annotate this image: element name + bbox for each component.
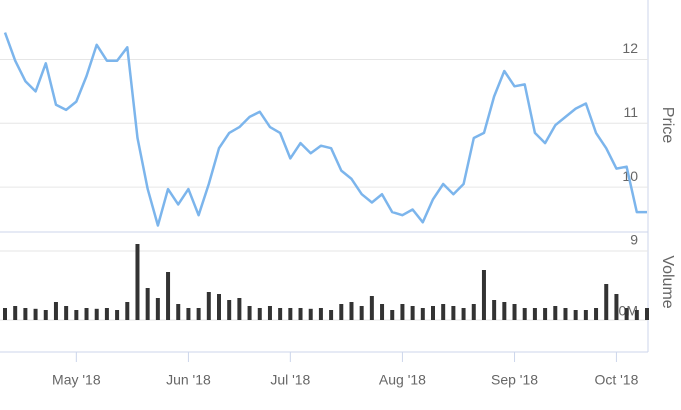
volume-bar	[166, 272, 171, 320]
volume-bar	[135, 244, 140, 320]
volume-bar	[247, 306, 252, 320]
y2-axis-title: Volume	[659, 255, 676, 308]
volume-bar	[308, 308, 313, 320]
volume-bar	[318, 308, 323, 320]
volume-bar	[512, 304, 517, 320]
volume-bar	[84, 308, 89, 320]
volume-bar	[624, 308, 629, 320]
volume-bar	[33, 308, 38, 320]
volume-bar	[431, 306, 435, 320]
volume-bar	[74, 310, 79, 320]
volume-bar	[3, 308, 7, 320]
volume-bar	[237, 298, 242, 320]
x-tick-label: Jul '18	[270, 372, 310, 388]
volume-bar	[410, 306, 415, 320]
volume-bar	[553, 306, 558, 320]
y-tick-label: 10	[622, 168, 638, 184]
volume-bar	[502, 302, 507, 320]
volume-bar	[125, 302, 130, 320]
volume-bar	[390, 310, 395, 320]
volume-bar	[257, 308, 262, 320]
volume-bar	[217, 294, 221, 320]
x-tick-label: May '18	[52, 372, 101, 388]
volume-bar	[634, 310, 639, 320]
volume-bar	[227, 300, 232, 320]
volume-bar	[104, 308, 109, 320]
x-tick-label: Sep '18	[491, 372, 538, 388]
x-tick-label: Jun '18	[166, 372, 211, 388]
volume-bar	[359, 306, 364, 320]
y-tick-label: 11	[623, 104, 638, 120]
volume-bar	[522, 308, 527, 320]
y-tick-label: 12	[622, 40, 638, 56]
volume-bar	[461, 308, 466, 320]
volume-bar	[43, 310, 48, 320]
x-tick-label: Aug '18	[379, 372, 426, 388]
volume-bar	[267, 306, 272, 320]
volume-bar	[481, 270, 486, 320]
volume-bar	[329, 310, 334, 320]
volume-bar	[349, 302, 354, 320]
volume-bar	[115, 310, 120, 320]
volume-bar	[614, 294, 619, 320]
volume-bar	[400, 304, 405, 320]
volume-bar	[380, 304, 385, 320]
volume-bar	[288, 308, 293, 320]
volume-bar	[492, 300, 497, 320]
volume-bar	[278, 308, 283, 320]
volume-bar	[94, 308, 99, 320]
volume-bar	[451, 306, 456, 320]
volume-bar	[420, 308, 425, 320]
volume-bar	[471, 304, 476, 320]
volume-bar	[339, 304, 344, 320]
y-tick-label: 9	[630, 232, 638, 248]
volume-bar	[155, 298, 160, 320]
volume-bar	[23, 308, 28, 320]
volume-bar	[441, 304, 446, 320]
volume-bar	[583, 310, 588, 320]
volume-bar	[543, 308, 548, 320]
x-tick-label: Oct '18	[594, 372, 638, 388]
volume-bar	[532, 308, 537, 320]
volume-bar	[645, 308, 649, 320]
volume-bar	[64, 306, 69, 320]
volume-bar	[186, 308, 191, 320]
volume-bar	[369, 296, 374, 320]
y-axis-title: Price	[659, 107, 676, 144]
volume-bar	[298, 308, 303, 320]
volume-bar	[604, 284, 609, 320]
volume-bar	[594, 308, 599, 320]
volume-bar	[206, 292, 211, 320]
volume-bar	[573, 310, 578, 320]
volume-bar	[145, 288, 150, 320]
volume-bar	[176, 304, 181, 320]
volume-bar	[196, 308, 201, 320]
price-line	[3, 32, 647, 227]
volume-bar	[53, 302, 58, 320]
volume-bar	[563, 308, 568, 320]
volume-bar	[13, 306, 18, 320]
